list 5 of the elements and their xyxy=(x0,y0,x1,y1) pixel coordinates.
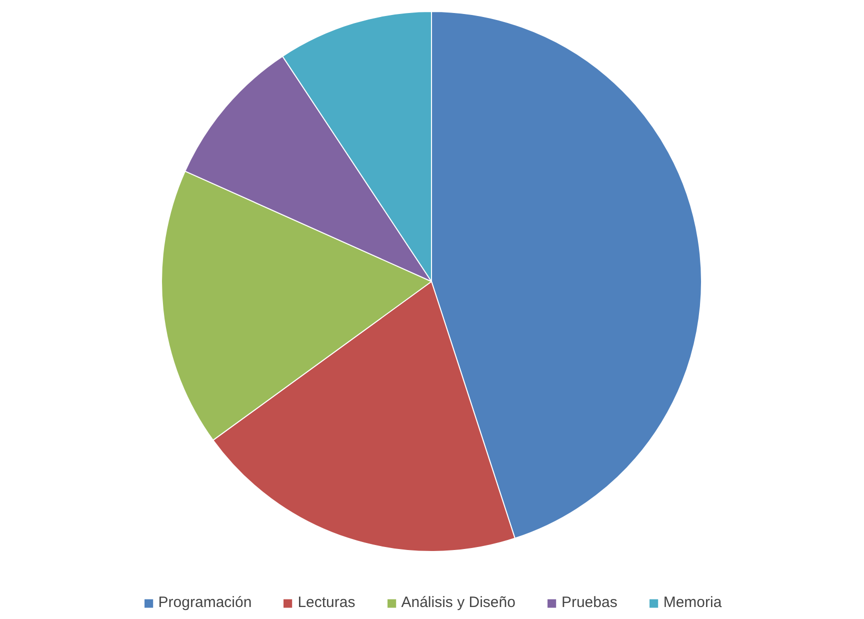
legend-label: Lecturas xyxy=(298,594,356,611)
legend-label: Programación xyxy=(158,594,252,611)
legend-label: Análisis y Diseño xyxy=(401,594,516,611)
legend-label: Pruebas xyxy=(561,594,618,611)
legend-label: Memoria xyxy=(663,594,722,611)
